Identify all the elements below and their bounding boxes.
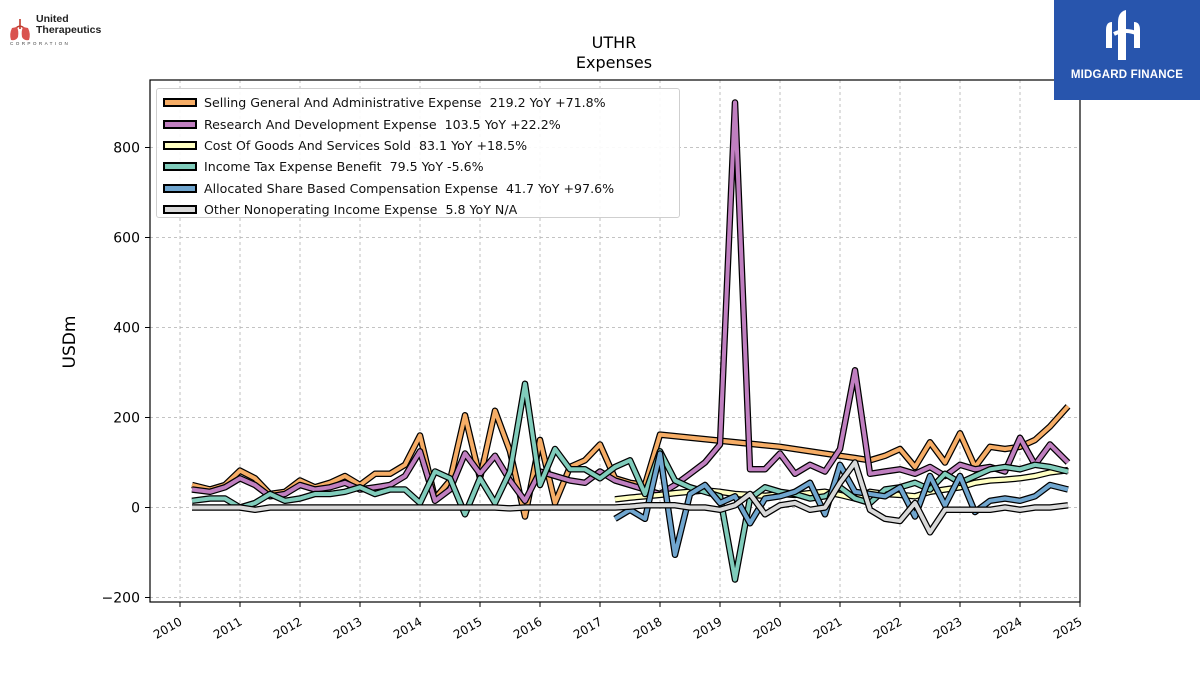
- legend-swatch: [163, 119, 197, 129]
- x-tick-label: 2016: [511, 614, 544, 641]
- x-tick-label: 2013: [331, 614, 364, 641]
- x-tick-label: 2020: [751, 614, 784, 641]
- legend-swatch: [163, 140, 197, 150]
- brand-badge: MIDGARD FINANCE: [1054, 0, 1200, 100]
- x-tick-label: 2022: [871, 614, 904, 641]
- legend-item: Selling General And Administrative Expen…: [163, 92, 673, 113]
- legend-value: 83.1: [419, 137, 448, 153]
- y-tick-label: 600: [113, 231, 140, 247]
- legend-yoy: YoY N/A: [469, 202, 518, 218]
- chart-subtitle: Expenses: [576, 53, 652, 72]
- legend-label: Research And Development Expense: [204, 116, 437, 132]
- x-tick-label: 2011: [211, 614, 244, 641]
- x-tick-label: 2017: [571, 614, 604, 641]
- legend-swatch: [163, 98, 197, 108]
- legend-item: Allocated Share Based Compensation Expen…: [163, 178, 673, 199]
- series-lines: [191, 99, 1071, 583]
- legend-value: 41.7: [506, 180, 535, 196]
- x-tick-label: 2025: [1051, 614, 1084, 641]
- company-name-line1: United: [36, 13, 69, 25]
- x-tick-label: 2010: [151, 614, 184, 641]
- legend-yoy: YoY +22.2%: [484, 116, 561, 132]
- series-line: [191, 380, 1069, 583]
- legend-swatch: [163, 205, 197, 215]
- company-name-line2: Therapeutics: [36, 24, 102, 36]
- series-stroke: [191, 100, 1070, 503]
- series-stroke: [192, 460, 1069, 535]
- legend-yoy: YoY -5.6%: [421, 159, 484, 175]
- legend-label: Other Nonoperating Income Expense: [204, 202, 438, 218]
- legend-yoy: YoY +18.5%: [451, 137, 528, 153]
- legend-label: Cost Of Goods And Services Sold: [204, 137, 411, 153]
- legend-label: Income Tax Expense Benefit: [204, 159, 382, 175]
- series-stroke: [191, 381, 1069, 582]
- y-axis-label: USDm: [60, 316, 80, 369]
- lungs-icon: [10, 19, 30, 41]
- x-tick-label: 2015: [451, 614, 484, 641]
- legend-label: Selling General And Administrative Expen…: [204, 95, 482, 111]
- x-tick-label: 2014: [391, 614, 424, 641]
- legend-value: 219.2: [489, 95, 526, 111]
- series-line: [613, 450, 1069, 559]
- legend-label: Allocated Share Based Compensation Expen…: [204, 180, 498, 196]
- y-tick-label: 200: [113, 411, 140, 427]
- y-tick-label: 400: [113, 321, 140, 337]
- series-line: [191, 99, 1071, 505]
- x-tick-label: 2023: [931, 614, 964, 641]
- legend-item: Other Nonoperating Income Expense 5.8 Yo…: [163, 199, 673, 220]
- y-tick-label: 0: [131, 501, 140, 517]
- series-line: [192, 459, 1069, 536]
- legend-yoy: YoY +97.6%: [538, 180, 615, 196]
- series-stroke: [613, 451, 1069, 557]
- x-tick-label: 2018: [631, 614, 664, 641]
- legend: Selling General And Administrative Expen…: [156, 88, 680, 218]
- legend-yoy: YoY +71.8%: [529, 95, 606, 111]
- x-tick-label: 2012: [271, 614, 304, 641]
- x-tick-label: 2024: [991, 614, 1024, 641]
- legend-value: 103.5: [444, 116, 481, 132]
- x-tick-label: 2021: [811, 614, 844, 641]
- legend-swatch: [163, 183, 197, 193]
- brand-logo-icon: [1106, 10, 1140, 60]
- legend-value: 79.5: [389, 159, 418, 175]
- company-subtitle: CORPORATION: [10, 41, 71, 46]
- y-tick-label: −200: [102, 591, 140, 607]
- legend-item: Cost Of Goods And Services Sold 83.1 YoY…: [163, 135, 673, 156]
- plot-frame: [149, 79, 1081, 603]
- chart-title: UTHR: [592, 33, 637, 52]
- company-logo: United Therapeutics CORPORATION: [8, 14, 120, 50]
- legend-item: Research And Development Expense 103.5 Y…: [163, 113, 673, 134]
- y-tick-label: 800: [113, 141, 140, 157]
- legend-value: 5.8: [445, 202, 466, 218]
- brand-name: MIDGARD FINANCE: [1070, 69, 1184, 81]
- legend-swatch: [163, 162, 197, 172]
- legend-item: Income Tax Expense Benefit 79.5 YoY -5.6…: [163, 156, 673, 177]
- x-tick-label: 2019: [691, 614, 724, 641]
- company-name: United Therapeutics: [36, 14, 101, 36]
